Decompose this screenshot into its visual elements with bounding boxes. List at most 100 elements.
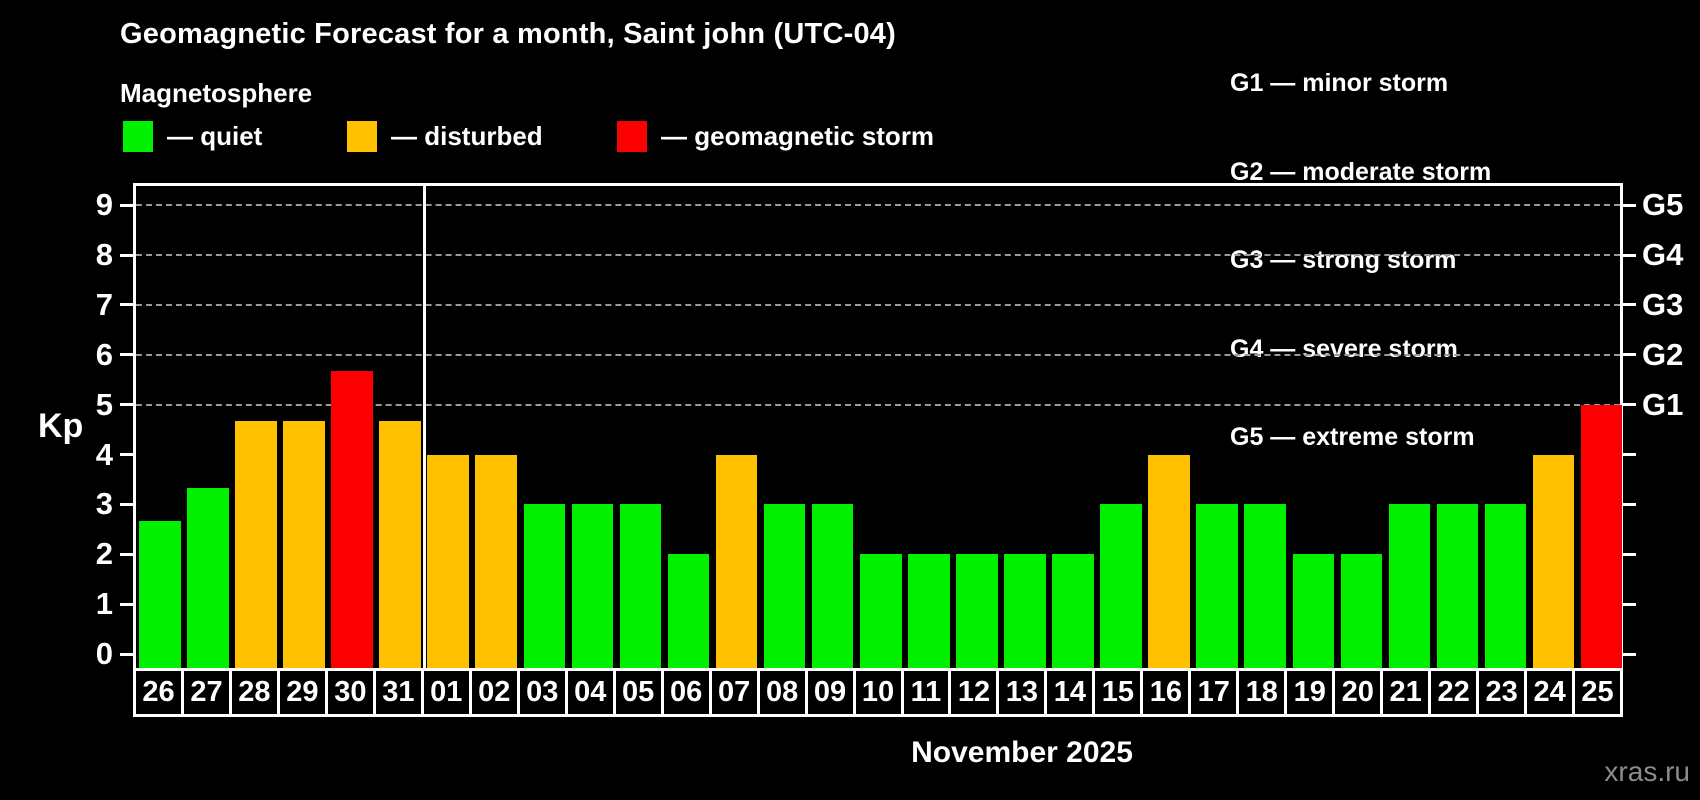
day-label-cell-05: 05 bbox=[612, 671, 661, 714]
kp-bar-day-28 bbox=[235, 421, 277, 668]
g-scale-label-g5: G5 bbox=[1642, 187, 1684, 223]
day-label-cell-25: 25 bbox=[1572, 671, 1620, 714]
y-tick-left-9 bbox=[120, 203, 133, 207]
y-tick-label-4: 4 bbox=[95, 436, 113, 472]
kp-bar-day-02 bbox=[475, 454, 517, 668]
kp-bar-day-19 bbox=[1292, 554, 1335, 668]
kp-bar-day-26 bbox=[139, 520, 181, 668]
day-label-cell-19: 19 bbox=[1284, 671, 1332, 714]
day-label-cell-06: 06 bbox=[660, 671, 709, 714]
day-label-cell-30: 30 bbox=[324, 671, 373, 714]
kp-bar-day-05 bbox=[619, 504, 662, 668]
quiet-color-swatch bbox=[123, 120, 153, 152]
y-axis-label: Kp bbox=[38, 407, 84, 445]
y-tick-label-7: 7 bbox=[95, 286, 113, 322]
storm-scale-line-g1: G1 — minor storm bbox=[1230, 69, 1449, 97]
y-tick-right-6 bbox=[1623, 353, 1636, 357]
kp-bar-day-30 bbox=[331, 371, 373, 668]
day-label-cell-09: 09 bbox=[804, 671, 853, 714]
day-label-cell-28: 28 bbox=[228, 671, 277, 714]
legend-item-quiet: — quiet bbox=[123, 120, 262, 152]
day-label-cell-24: 24 bbox=[1524, 671, 1572, 714]
y-tick-label-8: 8 bbox=[95, 237, 113, 273]
kp-bar-day-03 bbox=[523, 504, 566, 668]
y-tick-left-6 bbox=[120, 353, 133, 357]
storm-color-swatch bbox=[617, 120, 647, 152]
y-tick-label-5: 5 bbox=[95, 386, 113, 422]
y-tick-label-6: 6 bbox=[95, 336, 113, 372]
y-tick-label-2: 2 bbox=[95, 536, 113, 572]
day-label-cell-17: 17 bbox=[1188, 671, 1236, 714]
day-label-cell-15: 15 bbox=[1092, 671, 1140, 714]
y-tick-right-8 bbox=[1623, 253, 1636, 257]
y-tick-right-4 bbox=[1623, 453, 1636, 457]
kp-bar-day-10 bbox=[859, 554, 902, 668]
storm-scale-line-g2: G2 — moderate storm bbox=[1230, 157, 1492, 186]
y-tick-right-3 bbox=[1623, 502, 1636, 506]
kp-bar-day-20 bbox=[1340, 554, 1383, 668]
kp-bar-day-29 bbox=[283, 421, 325, 668]
kp-bar-day-31 bbox=[379, 421, 421, 668]
g-scale-label-g3: G3 bbox=[1642, 286, 1684, 322]
y-tick-left-4 bbox=[120, 453, 133, 457]
gridline-kp-6 bbox=[136, 353, 1620, 356]
g-scale-label-g2: G2 bbox=[1642, 336, 1684, 372]
kp-bar-day-14 bbox=[1052, 554, 1094, 668]
y-tick-label-3: 3 bbox=[95, 486, 113, 522]
month-boundary-separator bbox=[422, 186, 426, 668]
gridline-kp-9 bbox=[136, 204, 1620, 207]
kp-bar-day-18 bbox=[1244, 504, 1287, 668]
day-label-cell-12: 12 bbox=[948, 671, 996, 714]
kp-bar-day-01 bbox=[427, 454, 469, 668]
gridline-kp-5 bbox=[136, 403, 1620, 406]
day-label-cell-08: 08 bbox=[756, 671, 805, 714]
legend-label-storm: — geomagnetic storm bbox=[661, 120, 935, 151]
day-label-cell-23: 23 bbox=[1476, 671, 1524, 714]
y-tick-left-7 bbox=[120, 303, 133, 307]
legend-item-storm: — geomagnetic storm bbox=[617, 120, 934, 152]
kp-bar-day-17 bbox=[1196, 504, 1238, 668]
kp-bar-day-04 bbox=[571, 504, 614, 668]
gridline-kp-8 bbox=[136, 254, 1620, 257]
day-label-cell-31: 31 bbox=[372, 671, 421, 714]
legend-label-quiet: — quiet bbox=[167, 120, 263, 151]
y-tick-left-5 bbox=[120, 403, 133, 407]
kp-bar-day-13 bbox=[1004, 554, 1046, 668]
kp-bar-day-15 bbox=[1100, 504, 1142, 668]
day-label-cell-02: 02 bbox=[468, 671, 517, 714]
storm-scale-line-g4: G4 — severe storm bbox=[1230, 334, 1458, 363]
kp-bar-day-09 bbox=[811, 504, 854, 668]
day-label-cell-16: 16 bbox=[1140, 671, 1188, 714]
y-tick-left-1 bbox=[120, 602, 133, 606]
y-tick-right-2 bbox=[1623, 552, 1636, 556]
page-title: Geomagnetic Forecast for a month, Saint … bbox=[120, 18, 896, 50]
day-label-cell-13: 13 bbox=[996, 671, 1044, 714]
x-axis-month-label: November 2025 bbox=[911, 736, 1133, 769]
y-tick-left-3 bbox=[120, 502, 133, 506]
legend-label-disturbed: — disturbed bbox=[391, 120, 543, 151]
y-tick-right-0 bbox=[1623, 652, 1636, 656]
kp-bar-day-22 bbox=[1436, 504, 1479, 668]
day-label-cell-11: 11 bbox=[900, 671, 949, 714]
kp-bar-day-07 bbox=[715, 454, 758, 668]
storm-scale-line-g5: G5 — extreme storm bbox=[1230, 423, 1475, 451]
day-label-cell-20: 20 bbox=[1332, 671, 1380, 714]
y-tick-right-7 bbox=[1623, 303, 1636, 307]
day-label-cell-07: 07 bbox=[708, 671, 757, 714]
y-tick-left-2 bbox=[120, 552, 133, 556]
y-tick-right-9 bbox=[1623, 203, 1636, 207]
day-label-cell-26: 26 bbox=[142, 676, 175, 708]
watermark: xras.ru bbox=[1604, 756, 1690, 787]
magnetosphere-subtitle: Magnetosphere bbox=[120, 78, 313, 108]
kp-bar-day-23 bbox=[1484, 504, 1527, 668]
kp-bar-day-27 bbox=[187, 487, 229, 668]
day-label-cell-03: 03 bbox=[516, 671, 565, 714]
day-label-cell-21: 21 bbox=[1380, 671, 1428, 714]
kp-bar-chart-plot-area: 0 1 2 3 4 5 6 7 8 9 G1 G2 G3 G4 G5 bbox=[96, 183, 1683, 670]
day-label-cell-04: 04 bbox=[564, 671, 613, 714]
y-tick-right-5 bbox=[1623, 403, 1636, 407]
day-label-cell-29: 29 bbox=[276, 671, 325, 714]
kp-bar-day-12 bbox=[956, 554, 998, 668]
y-tick-right-1 bbox=[1623, 602, 1636, 606]
